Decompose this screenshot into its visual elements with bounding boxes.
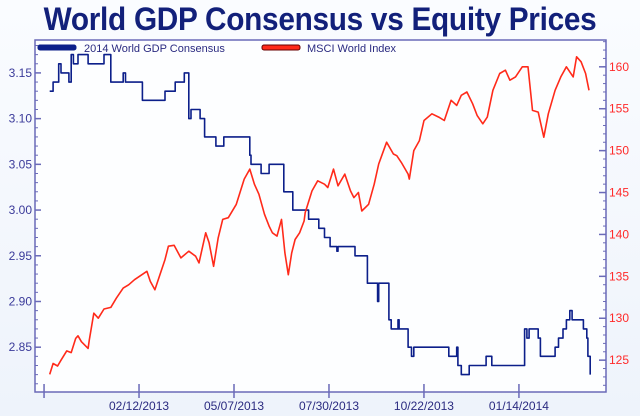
legend-label: 2014 World GDP Consensus (84, 43, 225, 55)
x-tick-label: 10/22/2013 (394, 399, 454, 413)
plot-area (34, 39, 607, 393)
left-tick-label: 3.10 (9, 112, 33, 126)
right-tick-label: 150 (609, 144, 629, 158)
chart-title: World GDP Consensus vs Equity Prices (43, 1, 597, 37)
left-tick-label: 2.85 (9, 340, 33, 354)
series-line-gdp-consensus (49, 53, 591, 376)
right-tick-label: 130 (609, 311, 629, 325)
legend-label: MSCI World Index (307, 43, 397, 55)
left-tick-label: 3.05 (9, 157, 33, 171)
right-tick-label: 135 (609, 269, 629, 283)
right-tick-label: 155 (609, 102, 629, 116)
x-tick-label: 01/14/2014 (489, 399, 549, 413)
right-tick-label: 140 (609, 227, 629, 241)
left-tick-label: 2.95 (9, 249, 33, 263)
x-tick-label: 07/30/2013 (299, 399, 359, 413)
left-tick-label: 3.00 (9, 203, 33, 217)
right-tick-label: 160 (609, 60, 629, 74)
x-tick-label: 02/12/2013 (109, 399, 169, 413)
series-line-msci-world (48, 56, 590, 375)
right-tick-label: 125 (609, 353, 629, 367)
legend-swatch (37, 44, 77, 51)
x-tick-label: 05/07/2013 (204, 399, 264, 413)
right-tick-label: 145 (609, 186, 629, 200)
left-tick-label: 3.15 (9, 66, 33, 80)
legend-swatch (261, 44, 301, 51)
left-tick-label: 2.90 (9, 294, 33, 308)
